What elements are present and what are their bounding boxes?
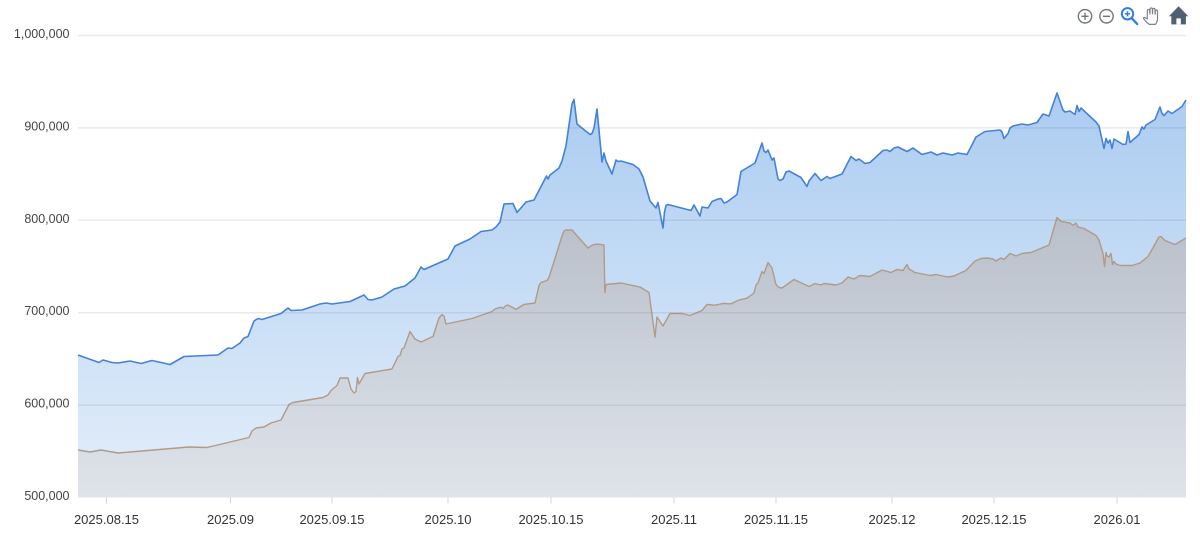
svg-text:2025.12: 2025.12 [869, 512, 916, 527]
svg-text:900,000: 900,000 [24, 119, 69, 133]
svg-text:2025.10: 2025.10 [425, 512, 472, 527]
svg-text:1,000,000: 1,000,000 [14, 27, 70, 41]
svg-text:600,000: 600,000 [24, 397, 69, 411]
svg-text:2025.09: 2025.09 [207, 512, 254, 527]
svg-text:2025.08.15: 2025.08.15 [74, 512, 139, 527]
svg-text:500,000: 500,000 [24, 489, 69, 503]
svg-text:2025.09.15: 2025.09.15 [299, 512, 364, 527]
svg-text:700,000: 700,000 [24, 304, 69, 318]
svg-text:2025.11.15: 2025.11.15 [744, 512, 808, 527]
svg-text:2025.10.15: 2025.10.15 [518, 512, 583, 527]
svg-text:2025.11: 2025.11 [651, 512, 697, 527]
svg-text:800,000: 800,000 [24, 212, 69, 226]
svg-text:2026.01: 2026.01 [1094, 512, 1141, 527]
svg-text:2025.12.15: 2025.12.15 [961, 512, 1026, 527]
